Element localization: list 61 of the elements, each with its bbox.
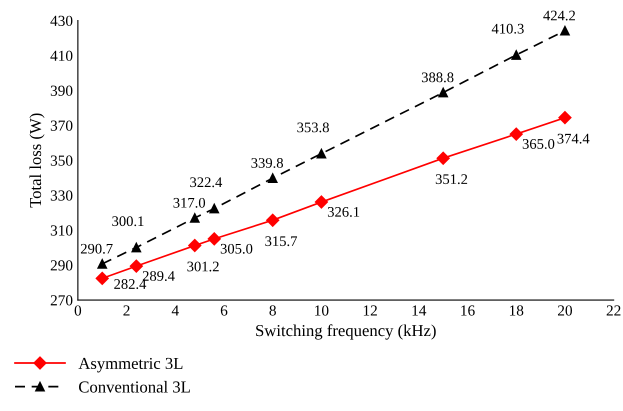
point [97,259,108,269]
y-tick-label: 390 [50,86,72,96]
y-tick-label: 270 [50,295,72,306]
y-tick-label: 350 [50,155,72,166]
data-label: 305.0 [220,244,252,254]
data-label: 339.8 [251,158,283,168]
data-label: 322.4 [190,177,222,188]
data-label: 290.7 [80,244,113,254]
point [190,213,200,223]
y-tick-label: 370 [50,120,72,131]
data-label: 317.0 [174,198,206,208]
y-tick-label: 310 [50,225,72,236]
data-label: 351.2 [436,174,468,184]
y-tick-label: 430 [50,16,72,26]
y-tick-label: 410 [50,50,72,61]
x-tick-label: 0 [74,305,82,316]
legend-label: Asymmetric 3L [78,358,182,372]
point [131,242,142,252]
data-label: 424.2 [543,10,575,21]
data-label: 315.7 [265,236,298,246]
point [209,204,220,214]
point [268,173,278,183]
legend-label: Conventional 3L [79,380,190,393]
x-tick-label: 10 [315,305,328,316]
data-label: 326.1 [328,207,360,217]
point [208,232,221,246]
data-label: 388.8 [422,72,454,82]
point [130,260,143,273]
x-tick-label: 12 [364,305,377,316]
point [511,50,522,60]
point [314,195,328,209]
y-tick-label: 290 [50,260,72,271]
point [266,214,280,227]
x-tick-label: 20 [558,305,572,316]
data-label: 300.1 [112,216,144,226]
x-tick-label: 22 [606,305,620,316]
x-tick-label: 16 [461,305,475,316]
y-tick-label: 330 [50,190,72,201]
point [436,152,450,165]
data-label: 410.3 [492,24,524,34]
data-label: 365.0 [522,139,554,149]
point [188,238,202,252]
point [558,111,572,124]
point [510,128,523,141]
y-axis-title: Total loss (W) [29,113,45,208]
data-label: 282.4 [114,279,146,290]
data-label: 301.2 [187,262,219,272]
point [96,272,109,285]
point [560,26,570,36]
x-tick-label: 8 [269,305,276,316]
data-label: 353.8 [297,122,329,132]
point [438,88,448,98]
x-tick-label: 4 [172,305,179,316]
x-tick-label: 14 [412,305,426,316]
point [316,148,326,159]
data-label: 289.4 [142,271,175,281]
data-label: 374.4 [558,134,590,144]
x-axis-title: Switching frequency (kHz) [256,324,436,340]
x-tick-label: 6 [220,305,228,316]
x-tick-label: 2 [123,305,130,316]
x-tick-label: 18 [510,305,524,316]
